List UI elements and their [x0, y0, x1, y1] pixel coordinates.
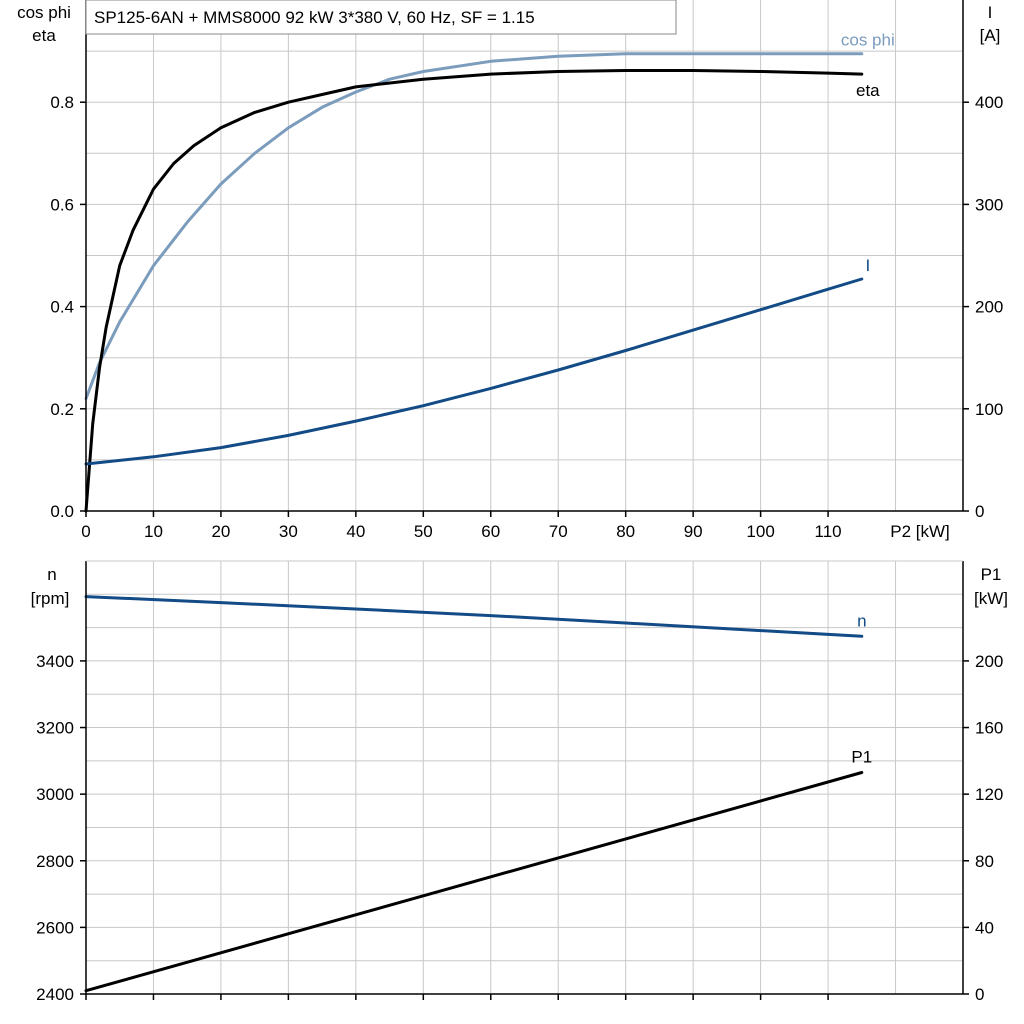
x-tick-label: 90	[684, 522, 703, 541]
right-tick-label: 300	[975, 195, 1003, 214]
right-tick-label: 40	[975, 918, 994, 937]
series-line-i	[84, 277, 864, 466]
top-left-axis-title-line2: eta	[32, 26, 56, 45]
bottom-panel-grid	[86, 561, 963, 994]
left-tick-label: 0.8	[50, 93, 74, 112]
x-tick-label: 80	[616, 522, 635, 541]
chart-title: SP125-6AN + MMS8000 92 kW 3*380 V, 60 Hz…	[94, 8, 535, 27]
right-tick-label: 200	[975, 298, 1003, 317]
left-tick-label: 2400	[36, 985, 74, 1004]
x-tick-label: 100	[746, 522, 774, 541]
left-tick-label: 3400	[36, 652, 74, 671]
series-line-p1	[84, 771, 864, 993]
x-tick-label: 10	[144, 522, 163, 541]
bottom-left-axis-title-line1: n	[47, 565, 56, 584]
series-label-p1: P1	[851, 748, 872, 767]
right-tick-label: 120	[975, 785, 1003, 804]
left-tick-label: 0.2	[50, 400, 74, 419]
x-tick-label: 20	[211, 522, 230, 541]
right-tick-label: 200	[975, 652, 1003, 671]
x-axis-title: P2 [kW]	[890, 522, 950, 541]
left-tick-label: 3200	[36, 719, 74, 738]
right-tick-label: 0	[975, 502, 984, 521]
series-line-n	[84, 595, 864, 638]
series-label-n: n	[857, 611, 866, 630]
left-tick-label: 0.4	[50, 298, 74, 317]
right-tick-label: 80	[975, 852, 994, 871]
top-panel-grid	[86, 0, 963, 511]
top-right-axis-title-line2: [A]	[980, 26, 1001, 45]
series-label-cos-phi: cos phi	[841, 31, 895, 50]
bottom-left-axis-title-line2: [rpm]	[31, 589, 70, 608]
left-tick-label: 2800	[36, 852, 74, 871]
x-tick-label: 40	[346, 522, 365, 541]
panel-frames	[80, 0, 969, 1000]
left-tick-label: 0.6	[50, 195, 74, 214]
x-tick-label: 30	[279, 522, 298, 541]
series-line-eta	[84, 69, 864, 513]
x-tick-label: 70	[549, 522, 568, 541]
left-tick-label: 0.0	[50, 502, 74, 521]
left-tick-label: 3000	[36, 785, 74, 804]
right-tick-label: 400	[975, 93, 1003, 112]
right-tick-label: 100	[975, 400, 1003, 419]
series-layer	[84, 52, 864, 993]
title-box	[85, 0, 677, 35]
right-tick-label: 160	[975, 719, 1003, 738]
x-tick-label: 0	[81, 522, 90, 541]
series-label-i: I	[865, 256, 870, 275]
left-tick-label: 2600	[36, 918, 74, 937]
series-label-eta: eta	[856, 81, 880, 100]
top-right-axis-title-line1: I	[988, 3, 993, 22]
x-tick-label: 60	[481, 522, 500, 541]
bottom-right-axis-title-line1: P1	[981, 565, 1002, 584]
series-line-cos-phi	[84, 52, 864, 401]
x-tick-label: 50	[414, 522, 433, 541]
x-tick-label: 110	[815, 522, 842, 541]
top-left-axis-title-line1: cos phi	[17, 3, 71, 22]
bottom-right-axis-title-line2: [kW]	[974, 589, 1008, 608]
right-tick-label: 0	[975, 985, 984, 1004]
